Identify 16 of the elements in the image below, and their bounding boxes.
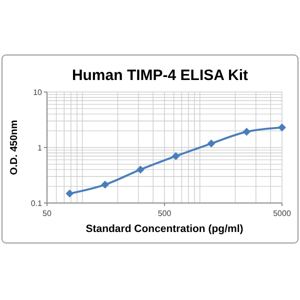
- point: [207, 140, 216, 148]
- y-axis-title: O.D. 450nm: [9, 120, 20, 176]
- y-tick-label: 10: [33, 88, 43, 97]
- x-tick-label: 50: [42, 209, 52, 218]
- x-tick-label: 5000: [273, 209, 292, 218]
- point: [278, 124, 286, 132]
- point: [136, 166, 144, 174]
- x-tick-label: 500: [158, 209, 172, 218]
- point: [172, 152, 180, 160]
- y-tick-label: 0.1: [30, 199, 43, 208]
- x-axis-title: Standard Concentration (pg/ml): [86, 223, 244, 235]
- point: [242, 128, 251, 136]
- chart-title: Human TIMP-4 ELISA Kit: [72, 67, 248, 84]
- point: [66, 190, 74, 198]
- y-tick-label: 1: [38, 144, 43, 152]
- point: [101, 180, 110, 189]
